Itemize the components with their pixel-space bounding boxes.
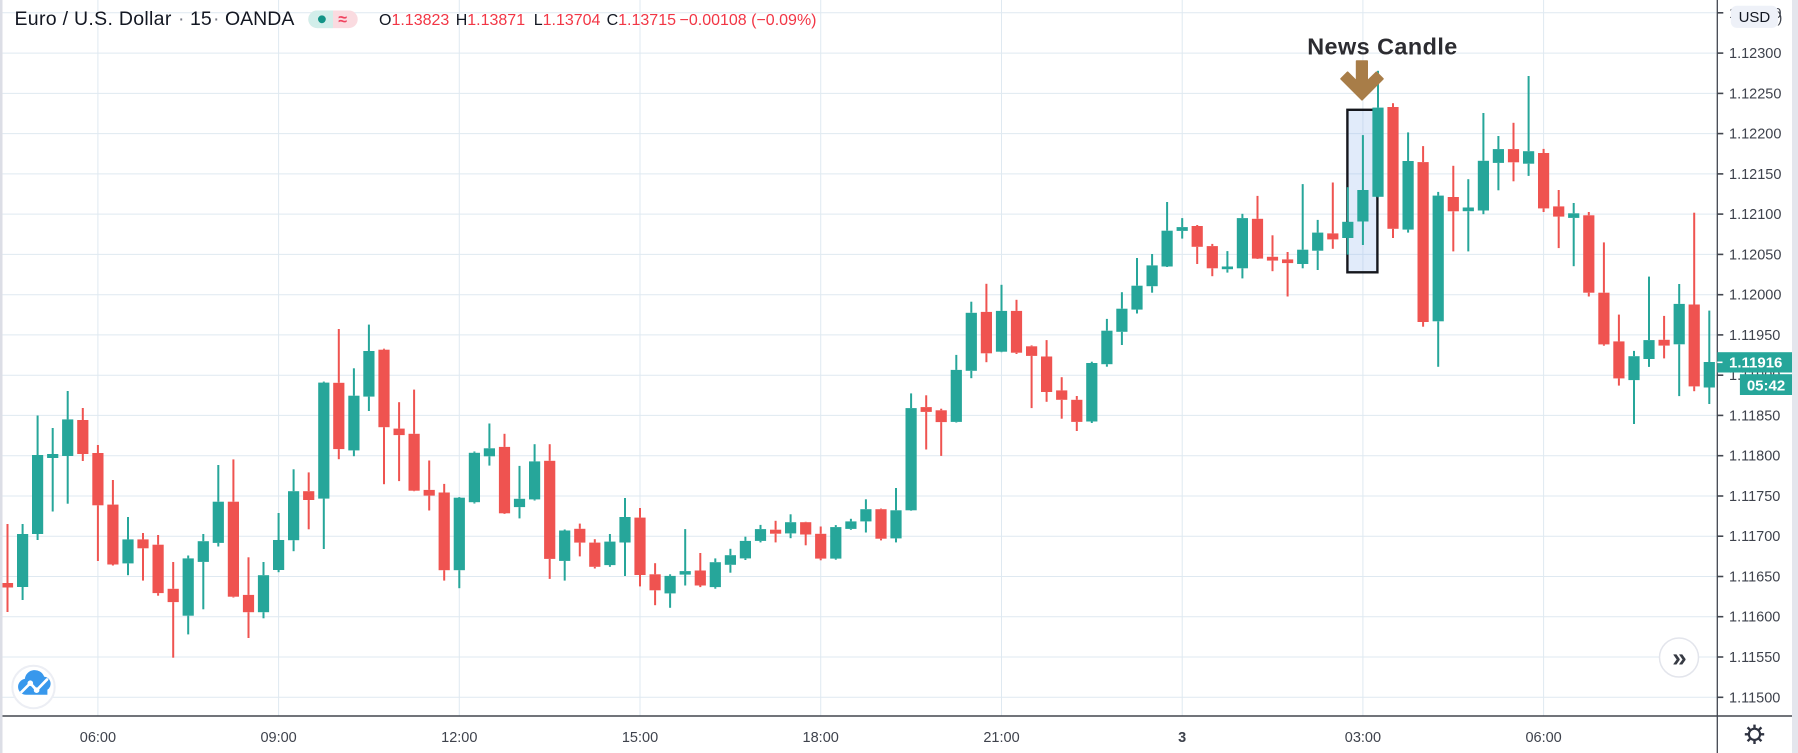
svg-text:·: · bbox=[178, 8, 185, 30]
svg-text:News Candle: News Candle bbox=[1307, 33, 1458, 59]
svg-text:1.12300: 1.12300 bbox=[1729, 46, 1781, 62]
svg-text:≈: ≈ bbox=[338, 12, 347, 29]
svg-text:1.11600: 1.11600 bbox=[1729, 610, 1780, 626]
svg-text:05:42: 05:42 bbox=[1747, 377, 1785, 394]
svg-text:18:00: 18:00 bbox=[803, 730, 839, 746]
svg-text:1.12100: 1.12100 bbox=[1729, 207, 1781, 223]
svg-text:O1.13823: O1.13823 bbox=[379, 12, 449, 29]
svg-text:1.12200: 1.12200 bbox=[1729, 127, 1781, 143]
svg-text:09:00: 09:00 bbox=[260, 730, 296, 746]
svg-text:Euro / U.S. Dollar: Euro / U.S. Dollar bbox=[15, 8, 172, 30]
svg-text:1.11916: 1.11916 bbox=[1729, 355, 1782, 372]
svg-text:15: 15 bbox=[190, 8, 212, 30]
svg-text:H1.13871: H1.13871 bbox=[456, 12, 526, 29]
svg-text:1.11550: 1.11550 bbox=[1729, 650, 1780, 666]
svg-text:06:00: 06:00 bbox=[1525, 730, 1561, 746]
svg-text:3: 3 bbox=[1178, 730, 1186, 746]
svg-text:1.12150: 1.12150 bbox=[1729, 167, 1781, 183]
svg-text:·: · bbox=[213, 8, 220, 30]
svg-text:1.12250: 1.12250 bbox=[1729, 86, 1781, 102]
svg-text:USD: USD bbox=[1739, 9, 1771, 26]
svg-text:OANDA: OANDA bbox=[225, 8, 294, 30]
svg-text:1.11750: 1.11750 bbox=[1729, 489, 1780, 505]
svg-text:03:00: 03:00 bbox=[1345, 730, 1381, 746]
svg-text:06:00: 06:00 bbox=[80, 730, 116, 746]
svg-text:L1.13704: L1.13704 bbox=[534, 12, 601, 29]
svg-text:C1.13715: C1.13715 bbox=[607, 12, 677, 29]
svg-text:−0.00108 (−0.09%): −0.00108 (−0.09%) bbox=[680, 12, 817, 29]
svg-text:1.11950: 1.11950 bbox=[1729, 328, 1780, 344]
svg-text:1.12050: 1.12050 bbox=[1729, 247, 1781, 263]
svg-text:»: » bbox=[1672, 643, 1686, 673]
svg-text:1.11500: 1.11500 bbox=[1729, 690, 1780, 706]
svg-text:1.12000: 1.12000 bbox=[1729, 288, 1781, 304]
svg-text:1.11700: 1.11700 bbox=[1729, 529, 1780, 545]
svg-text:): ) bbox=[1778, 11, 1783, 27]
svg-text:1.11850: 1.11850 bbox=[1729, 408, 1780, 424]
svg-text:21:00: 21:00 bbox=[983, 730, 1019, 746]
svg-text:1.11800: 1.11800 bbox=[1729, 449, 1780, 465]
svg-text:1.11650: 1.11650 bbox=[1729, 570, 1780, 586]
svg-text:12:00: 12:00 bbox=[441, 730, 477, 746]
svg-text:15:00: 15:00 bbox=[622, 730, 658, 746]
